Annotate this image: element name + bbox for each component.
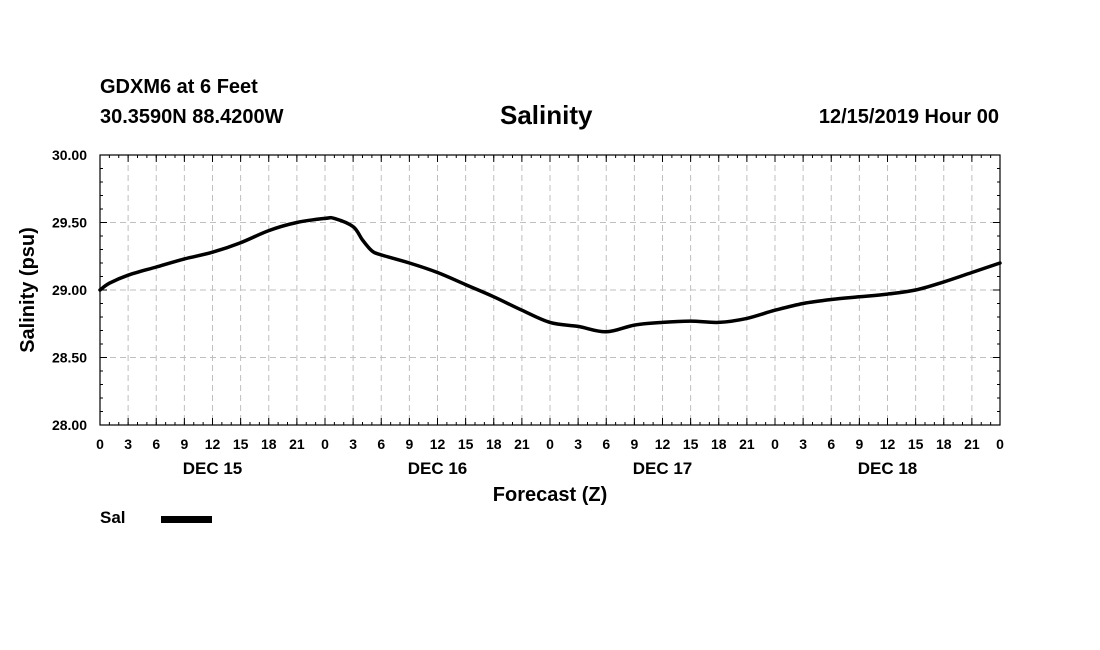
- x-tick-label: 18: [261, 436, 277, 452]
- y-tick-label: 29.00: [52, 282, 87, 298]
- day-label: DEC 17: [633, 459, 693, 478]
- forecast-time-label: 12/15/2019 Hour 00: [818, 106, 999, 128]
- x-tick-label: 3: [124, 436, 132, 452]
- x-tick-label: 6: [827, 436, 835, 452]
- legend-swatch: [161, 516, 212, 523]
- x-tick-label: 18: [711, 436, 727, 452]
- x-tick-label: 0: [996, 436, 1004, 452]
- x-tick-label: 12: [430, 436, 446, 452]
- x-tick-label: 15: [908, 436, 924, 452]
- x-tick-label: 21: [289, 436, 305, 452]
- x-tick-label: 6: [602, 436, 610, 452]
- x-tick-label: 6: [152, 436, 160, 452]
- y-axis-label: Salinity (psu): [17, 227, 39, 353]
- x-axis-label: Forecast (Z): [493, 484, 607, 506]
- x-tick-label: 0: [546, 436, 554, 452]
- x-tick-label: 9: [405, 436, 413, 452]
- x-tick-label: 15: [683, 436, 699, 452]
- chart-title: Salinity: [500, 100, 593, 130]
- x-tick-label: 21: [514, 436, 530, 452]
- series-line-sal: [98, 215, 1002, 334]
- x-tick-label: 0: [96, 436, 104, 452]
- x-tick-label: 12: [655, 436, 671, 452]
- day-label: DEC 15: [183, 459, 243, 478]
- day-label: DEC 16: [408, 459, 468, 478]
- y-tick-label: 29.50: [52, 215, 87, 231]
- x-tick-label: 18: [936, 436, 952, 452]
- y-tick-label: 28.50: [52, 350, 87, 366]
- x-tick-label: 3: [799, 436, 807, 452]
- x-tick-label: 6: [377, 436, 385, 452]
- x-tick-label: 0: [321, 436, 329, 452]
- x-tick-label: 21: [739, 436, 755, 452]
- legend-label: Sal: [100, 508, 126, 527]
- x-tick-label: 3: [349, 436, 357, 452]
- coordinates-label: 30.3590N 88.4200W: [100, 106, 284, 128]
- x-tick-label: 9: [855, 436, 863, 452]
- x-tick-label: 21: [964, 436, 980, 452]
- x-tick-label: 18: [486, 436, 502, 452]
- x-tick-label: 12: [880, 436, 896, 452]
- x-tick-label: 15: [458, 436, 474, 452]
- x-tick-label: 12: [205, 436, 221, 452]
- x-tick-label: 9: [630, 436, 638, 452]
- station-label: GDXM6 at 6 Feet: [100, 76, 258, 98]
- x-tick-label: 0: [771, 436, 779, 452]
- x-tick-label: 15: [233, 436, 249, 452]
- y-tick-label: 30.00: [52, 147, 87, 163]
- x-tick-label: 3: [574, 436, 582, 452]
- day-label: DEC 18: [858, 459, 918, 478]
- y-tick-label: 28.00: [52, 417, 87, 433]
- x-tick-label: 9: [180, 436, 188, 452]
